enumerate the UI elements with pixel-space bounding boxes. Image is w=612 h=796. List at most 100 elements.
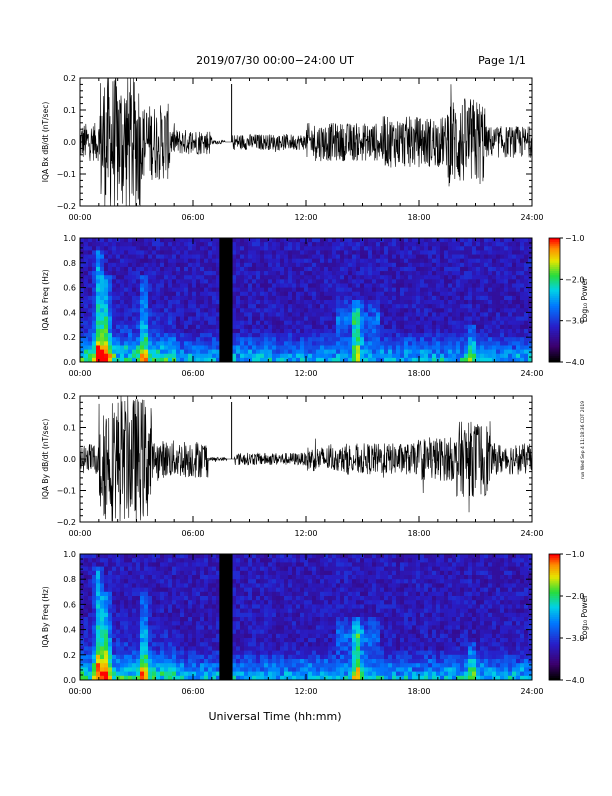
spectrogram-cell bbox=[332, 350, 336, 355]
spectrogram-cell bbox=[476, 283, 480, 288]
spectrogram-cell bbox=[180, 672, 184, 677]
spectrogram-cell bbox=[108, 659, 112, 664]
spectrogram-cell bbox=[156, 312, 160, 317]
spectrogram-cell bbox=[428, 304, 432, 309]
spectrogram-cell bbox=[292, 242, 296, 247]
spectrogram-cell bbox=[396, 255, 400, 260]
spectrogram-cell bbox=[92, 655, 96, 660]
spectrogram-cell bbox=[264, 304, 268, 309]
spectrogram-cell bbox=[296, 275, 300, 280]
spectrogram-cell bbox=[444, 288, 448, 293]
spectrogram-cell bbox=[200, 617, 204, 622]
spectrogram-cell bbox=[504, 259, 508, 264]
spectrogram-cell bbox=[232, 617, 236, 622]
spectrogram-cell bbox=[480, 263, 484, 268]
spectrogram-cell bbox=[132, 275, 136, 280]
spectrogram-cell bbox=[436, 246, 440, 251]
spectrogram-cell bbox=[140, 308, 144, 313]
spectrogram-cell bbox=[496, 292, 500, 297]
spectrogram-cell bbox=[392, 333, 396, 338]
spectrogram-cell bbox=[188, 634, 192, 639]
spectrogram-cell bbox=[380, 283, 384, 288]
spectrogram-cell bbox=[140, 579, 144, 584]
spectrogram-cell bbox=[144, 588, 148, 593]
spectrogram-cell bbox=[128, 350, 132, 355]
spectrogram-cell bbox=[128, 341, 132, 346]
spectrogram-cell bbox=[144, 655, 148, 660]
spectrogram-cell bbox=[148, 663, 152, 668]
spectrogram-cell bbox=[404, 259, 408, 264]
spectrogram-cell bbox=[444, 238, 448, 243]
spectrogram-cell bbox=[108, 321, 112, 326]
spectrogram-cell bbox=[360, 345, 364, 350]
spectrogram-cell bbox=[388, 350, 392, 355]
spectrogram-cell bbox=[388, 337, 392, 342]
spectrogram-cell bbox=[132, 321, 136, 326]
spectrogram-cell bbox=[156, 275, 160, 280]
spectrogram-cell bbox=[452, 329, 456, 334]
spectrogram-cell bbox=[96, 283, 100, 288]
spectrogram-cell bbox=[236, 596, 240, 601]
spectrogram-cell bbox=[504, 341, 508, 346]
spectrogram-cell bbox=[444, 308, 448, 313]
spectrogram-cell bbox=[200, 646, 204, 651]
spectrogram-cell bbox=[184, 571, 188, 576]
spectrogram-cell bbox=[176, 575, 180, 580]
spectrogram-cell bbox=[428, 337, 432, 342]
spectrogram-cell bbox=[124, 312, 128, 317]
spectrogram-cell bbox=[260, 354, 264, 359]
spectrogram-cell bbox=[320, 333, 324, 338]
spectrogram-cell bbox=[132, 613, 136, 618]
spectrogram-cell bbox=[200, 579, 204, 584]
spectrogram-cell bbox=[184, 255, 188, 260]
spectrogram-cell bbox=[468, 275, 472, 280]
spectrogram-cell bbox=[192, 604, 196, 609]
spectrogram-cell bbox=[516, 255, 520, 260]
spectrogram-cell bbox=[188, 630, 192, 635]
spectrogram-cell bbox=[132, 672, 136, 677]
spectrogram-cell bbox=[404, 279, 408, 284]
spectrogram-cell bbox=[92, 651, 96, 656]
spectrogram-cell bbox=[204, 354, 208, 359]
spectrogram-cell bbox=[376, 250, 380, 255]
spectrogram-cell bbox=[96, 333, 100, 338]
spectrogram-cell bbox=[88, 642, 92, 647]
spectrogram-cell bbox=[252, 263, 256, 268]
spectrogram-cell bbox=[112, 279, 116, 284]
spectrogram-cell bbox=[388, 329, 392, 334]
spectrogram-cell bbox=[108, 638, 112, 643]
spectrogram-cell bbox=[460, 267, 464, 272]
spectrogram-cell bbox=[212, 672, 216, 677]
spectrogram-cell bbox=[108, 621, 112, 626]
spectrogram-cell bbox=[232, 345, 236, 350]
spectrogram-cell bbox=[440, 279, 444, 284]
spectrogram-cell bbox=[188, 617, 192, 622]
spectrogram-cell bbox=[376, 271, 380, 276]
spectrogram-cell bbox=[256, 238, 260, 243]
spectrogram-cell bbox=[464, 267, 468, 272]
spectrogram-cell bbox=[160, 613, 164, 618]
spectrogram-cell bbox=[260, 271, 264, 276]
spectrogram-cell bbox=[468, 308, 472, 313]
spectrogram-cell bbox=[300, 354, 304, 359]
spectrogram-cell bbox=[92, 275, 96, 280]
spectrogram-cell bbox=[80, 588, 84, 593]
spectrogram-cell bbox=[304, 329, 308, 334]
y-tick-label: −0.1 bbox=[57, 170, 76, 179]
spectrogram-cell bbox=[448, 354, 452, 359]
spectrogram-cell bbox=[140, 259, 144, 264]
spectrogram-cell bbox=[324, 242, 328, 247]
spectrogram-cell bbox=[340, 325, 344, 330]
spectrogram-cell bbox=[144, 634, 148, 639]
spectrogram-cell bbox=[304, 321, 308, 326]
spectrogram-cell bbox=[172, 246, 176, 251]
spectrogram-cell bbox=[252, 279, 256, 284]
spectrogram-cell bbox=[192, 630, 196, 635]
spectrogram-cell bbox=[232, 672, 236, 677]
spectrogram-cell bbox=[444, 304, 448, 309]
spectrogram-cell bbox=[344, 242, 348, 247]
spectrogram-cell bbox=[312, 246, 316, 251]
spectrogram-cell bbox=[472, 317, 476, 322]
spectrogram-cell bbox=[192, 613, 196, 618]
spectrogram-cell bbox=[108, 304, 112, 309]
